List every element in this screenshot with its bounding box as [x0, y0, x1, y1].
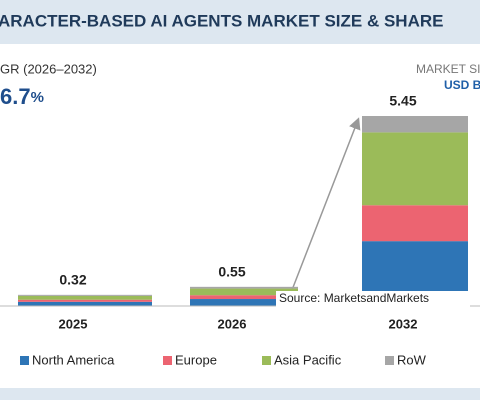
bar-segment — [18, 295, 152, 300]
legend-swatch — [163, 356, 172, 365]
source: Source: MarketsandMarkets — [279, 291, 429, 305]
bar-segment — [18, 299, 152, 302]
bar-segment — [18, 301, 152, 306]
x-tick-label: 2032 — [389, 316, 418, 331]
footer-strip — [0, 388, 480, 400]
bar-segment — [190, 295, 298, 300]
bar-segment — [362, 205, 468, 242]
bar-segment — [190, 286, 298, 289]
source-box — [276, 291, 470, 307]
cagr-label: GR (2026–2032) — [0, 61, 97, 76]
total-label: 5.45 — [389, 93, 416, 109]
chart-title: ARACTER-BASED AI AGENTS MARKET SIZE & SH… — [0, 11, 443, 30]
cagr-number: 6.7 — [0, 84, 31, 109]
cagr-value: 6.7% — [0, 84, 44, 109]
legend-swatch — [385, 356, 394, 365]
x-tick-label: 2025 — [59, 316, 88, 331]
cagr-unit: % — [31, 89, 44, 106]
bar-segment — [190, 299, 298, 306]
legend-swatch — [262, 356, 271, 365]
bar-segment — [362, 132, 468, 206]
legend-swatch — [20, 356, 29, 365]
unit-value: USD B — [444, 78, 480, 92]
bar-segment — [362, 116, 468, 133]
x-tick-label: 2026 — [218, 316, 247, 331]
unit-label: MARKET SI — [416, 62, 480, 76]
legend-label: RoW — [397, 352, 427, 367]
total-label: 0.32 — [59, 272, 86, 288]
title-banner — [0, 0, 480, 44]
bar-segment — [190, 288, 298, 296]
growth-arrow — [275, 117, 361, 294]
total-label: 0.55 — [218, 264, 245, 280]
bar-segment — [18, 294, 152, 296]
legend-label: Asia Pacific — [274, 352, 342, 367]
legend-label: Europe — [175, 352, 217, 367]
legend-label: North America — [32, 352, 115, 367]
